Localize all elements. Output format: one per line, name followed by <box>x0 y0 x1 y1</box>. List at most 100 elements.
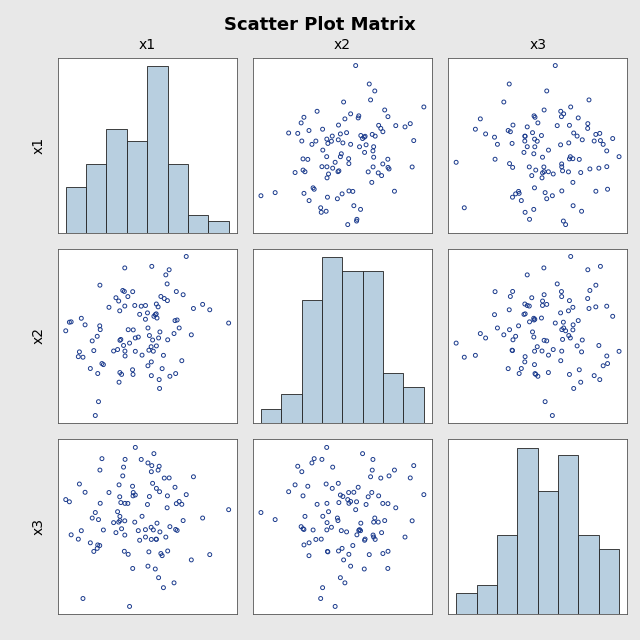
Point <box>323 169 333 179</box>
Point <box>130 346 140 356</box>
Point <box>154 461 164 472</box>
Point <box>602 184 612 195</box>
Point <box>297 136 307 146</box>
Point <box>333 166 344 176</box>
Point <box>538 168 548 178</box>
Point <box>538 296 548 306</box>
Point <box>340 578 350 588</box>
Point <box>198 300 208 310</box>
Point <box>159 473 170 483</box>
Text: Scatter Plot Matrix: Scatter Plot Matrix <box>224 16 416 34</box>
Point <box>322 518 332 528</box>
Point <box>151 340 161 351</box>
Point <box>344 498 354 508</box>
Point <box>591 280 601 291</box>
Point <box>92 331 102 341</box>
Point <box>368 162 378 172</box>
Point <box>111 527 121 538</box>
Point <box>352 214 362 225</box>
Point <box>130 333 140 343</box>
Point <box>490 154 500 164</box>
Point <box>516 364 527 374</box>
Point <box>507 345 517 355</box>
Point <box>522 122 532 132</box>
Point <box>370 534 380 545</box>
Point <box>104 488 114 498</box>
Point <box>595 136 605 146</box>
Point <box>373 168 383 178</box>
Point <box>557 324 567 335</box>
Point <box>164 522 175 532</box>
Point <box>532 371 543 381</box>
Bar <box>363 271 383 424</box>
Point <box>148 346 159 356</box>
Point <box>99 525 109 535</box>
Point <box>524 214 534 225</box>
Point <box>256 508 266 518</box>
Point <box>539 289 549 300</box>
Point <box>115 335 125 346</box>
Bar <box>208 221 228 232</box>
Point <box>205 305 215 315</box>
Point <box>163 335 173 345</box>
Point <box>154 333 164 343</box>
Point <box>290 480 300 490</box>
Point <box>90 410 100 420</box>
Point <box>116 524 127 534</box>
Point <box>120 301 130 311</box>
Bar <box>322 257 342 424</box>
Point <box>532 118 543 128</box>
Point <box>120 530 130 540</box>
Point <box>504 159 515 169</box>
Bar <box>106 129 127 232</box>
Point <box>365 472 376 482</box>
Bar <box>342 271 363 424</box>
Point <box>459 203 469 213</box>
Point <box>172 525 182 536</box>
Point <box>520 308 531 319</box>
Point <box>598 361 608 371</box>
Point <box>303 154 313 164</box>
Point <box>186 330 196 340</box>
Point <box>568 200 578 211</box>
Point <box>565 333 575 343</box>
Point <box>369 141 379 152</box>
Point <box>408 136 419 146</box>
Point <box>564 369 575 380</box>
Point <box>508 286 518 296</box>
Point <box>309 184 319 195</box>
Point <box>564 154 575 164</box>
Point <box>120 351 130 361</box>
Point <box>470 350 481 360</box>
Point <box>99 360 109 370</box>
Point <box>558 317 568 327</box>
Bar <box>261 409 282 424</box>
Point <box>557 159 567 169</box>
Point <box>353 113 364 123</box>
Point <box>116 369 127 380</box>
Point <box>363 167 373 177</box>
Point <box>349 487 359 497</box>
Point <box>300 166 310 177</box>
Point <box>370 513 380 523</box>
Bar <box>168 164 188 232</box>
Point <box>73 534 83 544</box>
Point <box>322 499 332 509</box>
Point <box>568 302 578 312</box>
Point <box>378 159 388 169</box>
Point <box>304 195 314 205</box>
Point <box>159 293 170 303</box>
Point <box>335 129 346 139</box>
Point <box>146 534 156 545</box>
Point <box>344 186 354 196</box>
Point <box>299 540 309 550</box>
Point <box>144 330 154 340</box>
Point <box>284 128 294 138</box>
Point <box>547 191 557 201</box>
Point <box>367 488 377 498</box>
Point <box>330 157 340 168</box>
Text: x3: x3 <box>529 38 546 52</box>
Point <box>78 352 88 362</box>
Point <box>520 299 530 309</box>
Point <box>355 204 365 214</box>
